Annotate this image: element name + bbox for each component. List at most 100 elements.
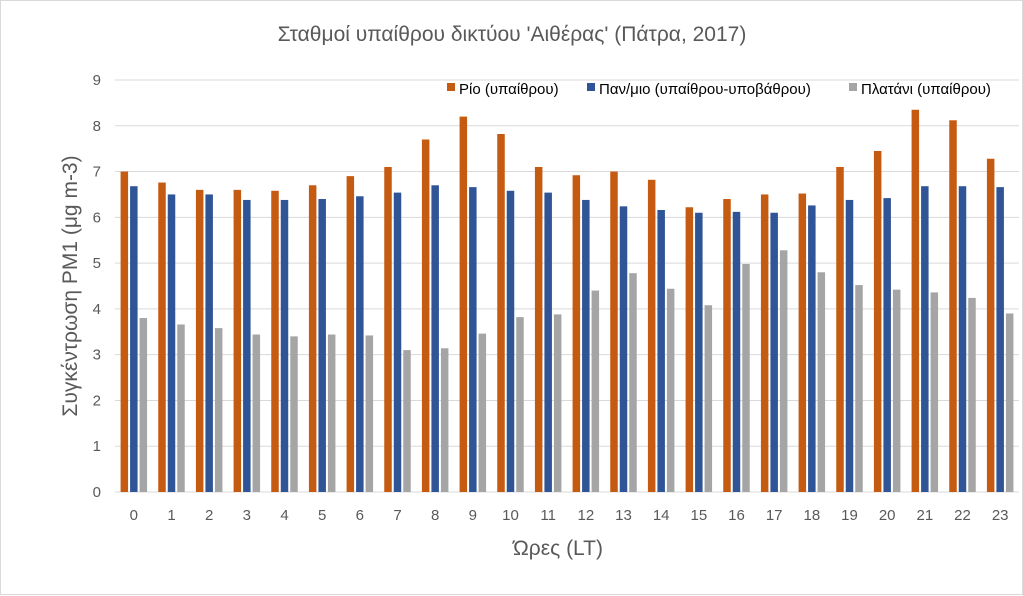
x-tick-label: 14 xyxy=(653,507,670,524)
bar-series-3 xyxy=(252,334,261,492)
bar-series-1 xyxy=(120,171,129,493)
bar-series-2 xyxy=(469,187,477,492)
bar-series-1 xyxy=(911,109,920,492)
x-tick-label: 3 xyxy=(243,507,251,524)
y-tick-label: 7 xyxy=(93,164,101,181)
bar-series-1 xyxy=(384,166,392,492)
bar-series-1 xyxy=(158,182,166,492)
y-tick-label: 6 xyxy=(93,209,101,226)
bar-series-2 xyxy=(280,199,289,492)
bar-series-3 xyxy=(968,297,976,492)
bar-series-3 xyxy=(591,290,600,492)
bar-series-2 xyxy=(130,186,138,492)
bar-series-3 xyxy=(855,285,863,492)
bar-series-1 xyxy=(421,139,430,492)
bar-series-3 xyxy=(553,314,562,492)
bar-series-2 xyxy=(845,199,854,492)
chart-title: Σταθμοί υπαίθρου δικτύου 'Αιθέρας' (Πάτρ… xyxy=(278,23,747,46)
x-tick-label: 23 xyxy=(992,507,1009,524)
x-tick-label: 7 xyxy=(393,507,401,524)
x-tick-label: 12 xyxy=(577,507,594,524)
bar-series-1 xyxy=(346,176,355,492)
bar-series-3 xyxy=(177,324,185,492)
x-tick-label: 19 xyxy=(841,507,858,524)
bar-series-2 xyxy=(582,199,590,492)
legend-swatch xyxy=(849,83,857,91)
bar-series-1 xyxy=(949,120,957,492)
x-tick-label: 0 xyxy=(130,507,138,524)
bar-series-2 xyxy=(544,192,552,492)
bar-series-1 xyxy=(459,116,468,492)
bar-series-3 xyxy=(817,272,826,492)
bar-series-2 xyxy=(695,212,703,492)
bar-series-1 xyxy=(497,134,505,493)
bar-series-3 xyxy=(704,305,713,492)
y-tick-label: 4 xyxy=(93,301,101,318)
x-tick-label: 5 xyxy=(318,507,326,524)
bar-series-1 xyxy=(195,189,204,492)
bar-series-2 xyxy=(356,196,364,492)
bar-series-1 xyxy=(572,175,581,492)
x-tick-label: 11 xyxy=(540,507,556,524)
bar-series-3 xyxy=(629,273,637,492)
legend-label: Παν/μιο (υπαίθρου-υποβάθρου) xyxy=(599,81,811,98)
bar-series-1 xyxy=(308,185,317,493)
bar-series-1 xyxy=(610,171,618,493)
bar-series-3 xyxy=(290,336,298,492)
bar-series-2 xyxy=(506,190,515,492)
bar-series-2 xyxy=(883,198,891,492)
x-tick-label: 2 xyxy=(205,507,213,524)
bar-series-1 xyxy=(534,166,543,492)
bar-series-1 xyxy=(647,179,656,492)
y-tick-label: 3 xyxy=(93,347,101,364)
x-tick-label: 10 xyxy=(502,507,519,524)
legend-swatch xyxy=(447,83,455,91)
y-tick-label: 2 xyxy=(93,392,101,409)
y-tick-label: 5 xyxy=(93,255,101,272)
bar-series-1 xyxy=(986,158,995,492)
y-tick-label: 9 xyxy=(93,72,101,89)
bar-series-3 xyxy=(930,292,939,492)
bar-series-2 xyxy=(921,186,929,492)
bar-series-3 xyxy=(327,334,336,492)
x-tick-label: 15 xyxy=(690,507,707,524)
bar-series-1 xyxy=(723,199,731,492)
bar-series-3 xyxy=(139,318,148,492)
x-tick-label: 18 xyxy=(803,507,820,524)
x-tick-label: 16 xyxy=(728,507,745,524)
bar-series-2 xyxy=(958,186,967,492)
bar-series-2 xyxy=(393,192,402,492)
grid-lines xyxy=(115,79,1019,493)
bar-series-3 xyxy=(440,348,449,492)
bar-series-1 xyxy=(873,150,882,492)
bars xyxy=(120,109,1014,493)
legend-label: Πλατάνι (υπαίθρου) xyxy=(861,81,991,98)
bar-series-3 xyxy=(742,264,750,492)
bar-series-3 xyxy=(214,328,223,492)
bar-series-3 xyxy=(1005,313,1014,492)
bar-series-1 xyxy=(271,190,279,492)
bar-series-1 xyxy=(798,193,807,493)
bar-series-3 xyxy=(478,333,487,492)
y-axis-title: Συγκέντρωση PM1 (μg m-3) xyxy=(59,155,82,416)
legend-swatch xyxy=(587,83,595,91)
x-axis-title: Ώρες (LT) xyxy=(512,537,603,560)
x-tick-label: 22 xyxy=(954,507,971,524)
bar-series-2 xyxy=(205,194,213,492)
bar-series-3 xyxy=(516,317,524,492)
x-tick-label: 6 xyxy=(356,507,364,524)
bar-series-3 xyxy=(365,335,374,492)
bar-series-3 xyxy=(779,250,788,492)
x-tick-label: 17 xyxy=(766,507,783,524)
bar-series-1 xyxy=(685,207,694,493)
bar-series-3 xyxy=(666,288,675,492)
bar-series-2 xyxy=(732,211,741,492)
x-tick-label: 13 xyxy=(615,507,632,524)
bar-series-1 xyxy=(233,189,242,492)
bar-series-1 xyxy=(836,166,844,492)
x-tick-label: 4 xyxy=(280,507,288,524)
x-tick-label: 20 xyxy=(879,507,896,524)
bar-series-2 xyxy=(770,212,778,492)
x-tick-label: 9 xyxy=(469,507,477,524)
y-axis-ticks: 0 1 2 3 4 5 6 7 8 9 xyxy=(93,72,101,501)
